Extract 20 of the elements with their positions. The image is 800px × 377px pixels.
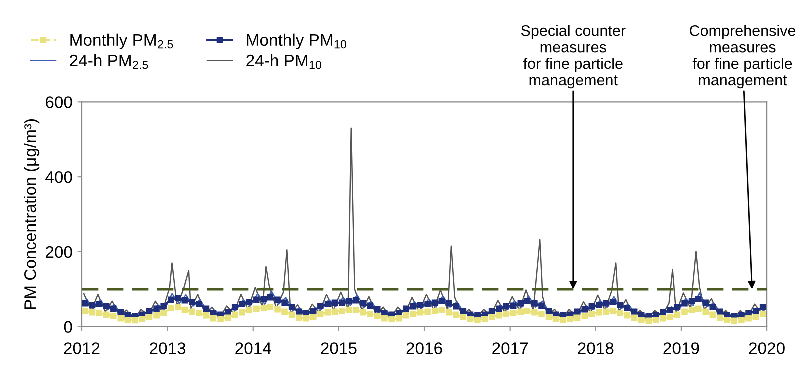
x-tick-label: 2012: [64, 342, 100, 354]
legend-label: Monthly PM$_{10}$: [247, 34, 346, 50]
legend-label: 24-h PM$_{10}$: [246, 54, 322, 70]
y-tick-label: 600: [46, 96, 72, 108]
legend-label: 24-h PM$_{2.5}$: [70, 54, 148, 70]
y-axis-title: PM Concentration (μg/m³): [24, 120, 40, 310]
y-tick-label: 200: [46, 246, 72, 258]
annotation: Special counter measures for fine particle management: [521, 25, 626, 89]
x-tick-label: 2015: [321, 342, 357, 354]
annotation: Comprehensive measures for fine particle management: [690, 25, 796, 89]
x-tick-label: 2019: [664, 342, 700, 354]
legend-label: Monthly PM$_{2.5}$: [70, 34, 174, 50]
x-tick-label: 2017: [492, 342, 528, 354]
y-tick-label: 0: [64, 321, 72, 334]
x-tick-label: 2018: [578, 342, 614, 354]
y-tick-label: 400: [46, 171, 72, 184]
x-tick-label: 2016: [406, 342, 442, 354]
x-tick-label: 2014: [236, 342, 272, 354]
x-tick-label: 2020: [749, 342, 785, 354]
x-tick-label: 2013: [150, 342, 186, 354]
